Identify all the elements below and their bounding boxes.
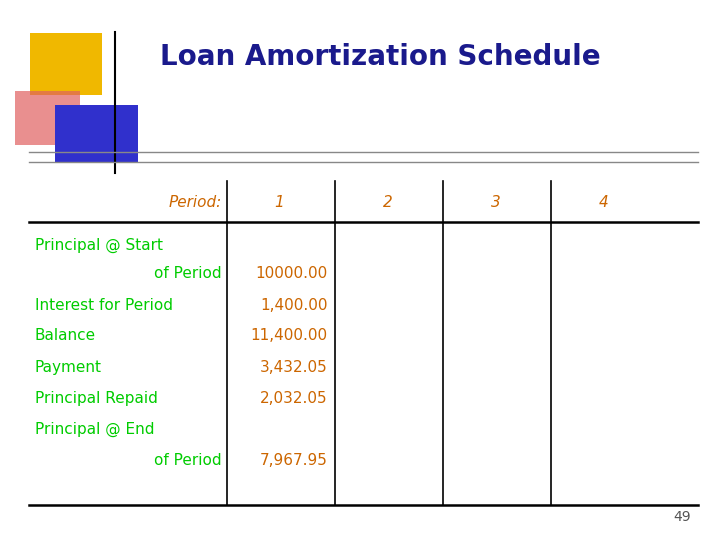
Text: 3: 3	[490, 195, 500, 210]
Text: 2,032.05: 2,032.05	[260, 391, 328, 406]
Text: Principal @ End: Principal @ End	[35, 422, 154, 437]
Text: 7,967.95: 7,967.95	[260, 453, 328, 468]
Text: Principal Repaid: Principal Repaid	[35, 391, 158, 406]
Text: 1,400.00: 1,400.00	[260, 298, 328, 313]
Text: Period:: Period:	[168, 195, 222, 210]
Text: 3,432.05: 3,432.05	[260, 360, 328, 375]
Text: 49: 49	[674, 510, 691, 524]
Text: 2: 2	[382, 195, 392, 210]
Text: 11,400.00: 11,400.00	[251, 328, 328, 343]
Text: Balance: Balance	[35, 328, 96, 343]
Text: Payment: Payment	[35, 360, 102, 375]
Text: of Period: of Period	[154, 453, 222, 468]
Text: Interest for Period: Interest for Period	[35, 298, 173, 313]
Text: 10000.00: 10000.00	[256, 266, 328, 281]
Text: of Period: of Period	[154, 266, 222, 281]
Text: Principal @ Start: Principal @ Start	[35, 238, 163, 253]
Text: 4: 4	[598, 195, 608, 210]
Text: 1: 1	[274, 195, 284, 210]
Text: Loan Amortization Schedule: Loan Amortization Schedule	[160, 43, 600, 71]
